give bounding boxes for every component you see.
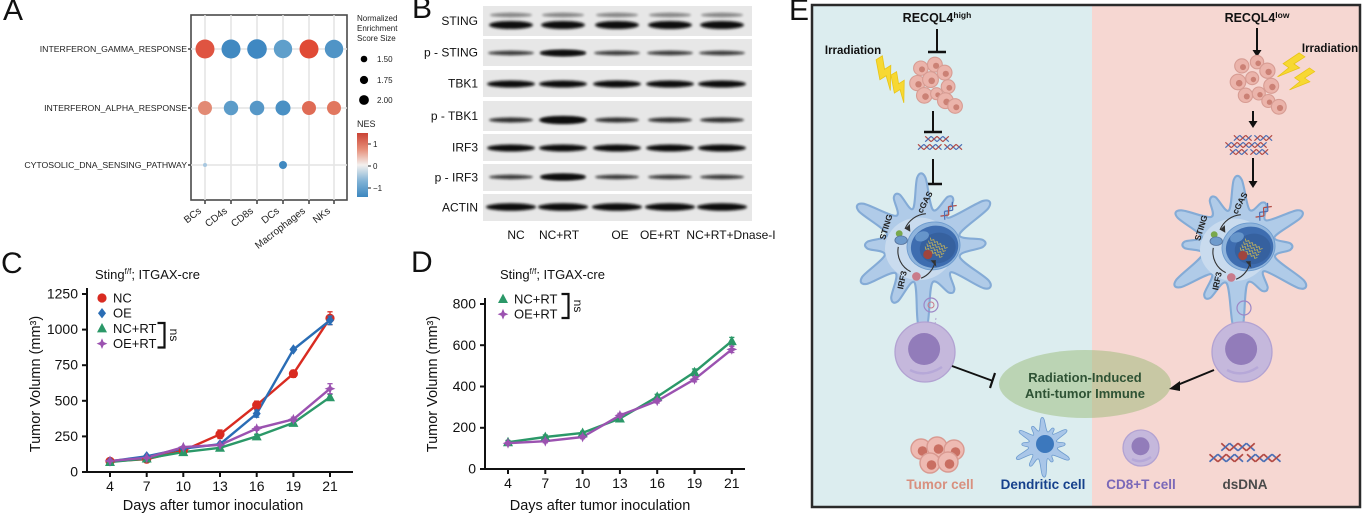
svg-text:IRF3: IRF3 [895,270,909,290]
svg-text:Tumor Volumn (mm³): Tumor Volumn (mm³) [28,316,44,452]
svg-text:STING: STING [441,14,478,28]
svg-text:Tumor Volumn (mm³): Tumor Volumn (mm³) [425,316,441,452]
svg-text:RECQL4low: RECQL4low [1225,10,1290,25]
svg-text:13: 13 [612,475,628,491]
svg-text:ns: ns [167,329,181,342]
svg-text:7: 7 [541,475,549,491]
svg-text:1: 1 [373,140,378,149]
svg-text:p - IRF3: p - IRF3 [435,171,479,185]
svg-text:OE+RT: OE+RT [514,307,558,322]
svg-text:CYTOSOLIC_DNA_SENSING_PATHWAY: CYTOSOLIC_DNA_SENSING_PATHWAY [24,160,187,170]
svg-text:Anti-tumor Immune: Anti-tumor Immune [1025,386,1145,401]
svg-text:Irradiation: Irradiation [825,45,881,57]
svg-text:NC+RT: NC+RT [514,292,558,307]
svg-text:16: 16 [649,475,665,491]
svg-text:NC: NC [507,228,525,242]
svg-text:INTERFERON_ALPHA_RESPONSE: INTERFERON_ALPHA_RESPONSE [44,103,187,113]
svg-text:4: 4 [106,478,114,494]
svg-text:19: 19 [286,478,302,494]
svg-text:750: 750 [55,357,79,373]
svg-text:OE+RT: OE+RT [640,228,681,242]
svg-text:Dendritic cell: Dendritic cell [1001,477,1086,492]
svg-text:CD4s: CD4s [203,206,229,230]
svg-text:Stingf/f; ITGAX-cre: Stingf/f; ITGAX-cre [95,267,200,282]
svg-text:OE+RT: OE+RT [113,336,157,351]
svg-text:10: 10 [176,478,192,494]
svg-text:NC+RT: NC+RT [539,228,580,242]
svg-text:Normalized: Normalized [357,14,397,23]
svg-text:600: 600 [453,337,477,353]
svg-text:NC+RT: NC+RT [113,321,157,336]
svg-text:Score Size: Score Size [357,34,396,43]
svg-text:10: 10 [575,475,591,491]
svg-text:ACTIN: ACTIN [442,201,478,215]
svg-text:2.00: 2.00 [377,96,393,105]
svg-text:Stingf/f; ITGAX-cre: Stingf/f; ITGAX-cre [500,267,605,282]
svg-text:16: 16 [249,478,265,494]
svg-text:1.75: 1.75 [377,76,393,85]
svg-text:0: 0 [373,162,378,171]
svg-text:−1: −1 [373,184,383,193]
svg-text:Days after tumor inoculation: Days after tumor inoculation [123,498,304,514]
svg-text:19: 19 [687,475,703,491]
svg-text:BCs: BCs [182,206,204,226]
svg-text:ns: ns [571,300,585,313]
svg-text:1250: 1250 [47,286,78,302]
svg-text:Radiation-Induced: Radiation-Induced [1028,370,1141,385]
svg-text:TBK1: TBK1 [448,77,478,91]
svg-text:250: 250 [55,428,79,444]
svg-text:dsDNA: dsDNA [1222,477,1267,492]
svg-text:1.50: 1.50 [377,55,393,64]
svg-text:OE: OE [611,228,628,242]
svg-text:4: 4 [504,475,512,491]
svg-text:Tumor cell: Tumor cell [906,477,973,492]
svg-text:CD8+T cell: CD8+T cell [1106,477,1175,492]
svg-text:Irradiation: Irradiation [1302,43,1358,55]
svg-text:NES: NES [357,119,376,129]
svg-text:200: 200 [453,419,477,435]
svg-text:Days after tumor inoculation: Days after tumor inoculation [510,498,691,514]
svg-text:7: 7 [143,478,151,494]
svg-text:INTERFERON_GAMMA_RESPONSE: INTERFERON_GAMMA_RESPONSE [40,44,187,54]
svg-text:NC: NC [113,291,132,306]
svg-text:13: 13 [212,478,228,494]
svg-text:IRF3: IRF3 [1210,271,1224,291]
svg-text:500: 500 [55,392,79,408]
svg-text:0: 0 [70,464,78,480]
svg-text:0: 0 [468,461,476,477]
svg-text:400: 400 [453,378,477,394]
svg-text:NC+RT+Dnase-I: NC+RT+Dnase-I [686,228,775,242]
svg-text:Macrophages: Macrophages [253,206,308,250]
svg-text:p - STING: p - STING [424,46,478,60]
svg-text:OE: OE [113,306,132,321]
svg-text:21: 21 [724,475,740,491]
svg-text:NKs: NKs [311,206,333,226]
svg-text:CD8s: CD8s [229,206,255,230]
svg-text:p - TBK1: p - TBK1 [431,109,478,123]
svg-text:21: 21 [322,478,338,494]
svg-text:Enrichment: Enrichment [357,24,398,33]
svg-text:800: 800 [453,296,477,312]
svg-text:1000: 1000 [47,321,78,337]
svg-text:IRF3: IRF3 [452,141,478,155]
